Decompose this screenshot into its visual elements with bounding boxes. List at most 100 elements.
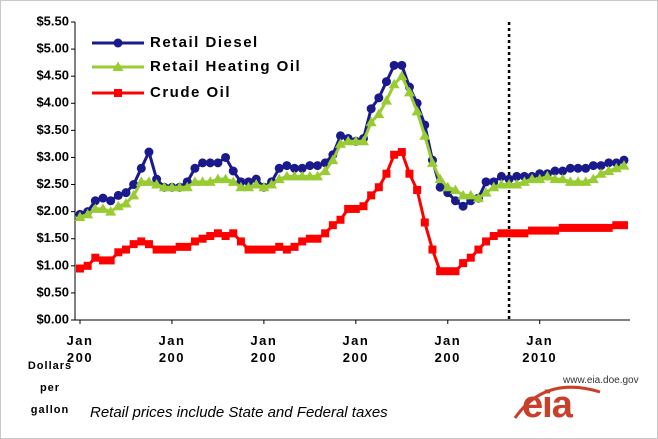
point	[290, 163, 300, 173]
y-tick-label: $0.00	[36, 311, 69, 326]
point	[573, 163, 583, 173]
x-tick-label: Jan 200	[66, 333, 94, 365]
point	[443, 267, 452, 276]
point	[313, 234, 322, 243]
y-tick-label: $1.50	[36, 230, 69, 245]
point	[204, 176, 216, 186]
point	[121, 188, 131, 198]
point	[212, 173, 224, 184]
point	[144, 147, 154, 157]
point	[550, 166, 560, 176]
point	[566, 223, 575, 232]
point	[83, 261, 92, 270]
point	[312, 170, 324, 181]
point	[389, 60, 399, 70]
point	[373, 108, 385, 119]
point	[89, 203, 101, 213]
point	[174, 181, 186, 192]
point	[136, 163, 146, 173]
y-tick-label: $2.50	[36, 176, 69, 191]
point	[98, 193, 108, 203]
point	[511, 179, 523, 189]
point	[320, 158, 330, 168]
point	[481, 177, 491, 187]
point	[106, 196, 116, 206]
point	[275, 242, 284, 251]
point	[74, 211, 86, 222]
point	[572, 176, 584, 186]
x-tick-label: Jan 200	[342, 333, 370, 365]
point	[474, 245, 483, 254]
point	[282, 245, 291, 254]
legend-marker	[112, 61, 124, 71]
legend-marker	[114, 89, 122, 97]
y-tick-label: $5.50	[36, 13, 69, 28]
point	[113, 190, 123, 200]
point	[610, 162, 622, 173]
y-tick-label: $0.50	[36, 284, 69, 299]
point	[390, 150, 399, 159]
point	[235, 181, 247, 192]
point	[274, 163, 284, 173]
point	[297, 163, 307, 173]
point	[480, 187, 492, 197]
point	[581, 163, 591, 173]
point	[581, 223, 590, 232]
point	[496, 171, 506, 181]
point	[327, 154, 339, 165]
point	[397, 60, 407, 70]
point	[488, 181, 500, 192]
point	[120, 198, 132, 208]
point	[105, 206, 117, 216]
point	[190, 163, 200, 173]
point	[543, 226, 552, 235]
point	[503, 179, 515, 189]
point	[366, 104, 376, 114]
y-tick-label: $4.00	[36, 95, 69, 110]
point	[221, 152, 231, 162]
point	[396, 70, 408, 81]
point	[336, 131, 346, 141]
x-tick-label: Jan 200	[158, 333, 186, 365]
point	[243, 181, 255, 192]
point	[166, 181, 178, 192]
point	[413, 185, 422, 194]
point	[534, 173, 546, 184]
point	[587, 173, 599, 184]
point	[357, 135, 369, 146]
point	[290, 242, 299, 251]
x-tick-label: Jan 2010	[522, 333, 558, 365]
point	[436, 267, 445, 276]
point	[428, 245, 437, 254]
point	[128, 189, 140, 200]
point	[198, 158, 208, 168]
point	[558, 223, 567, 232]
point	[91, 253, 100, 262]
point	[359, 202, 368, 211]
point	[564, 176, 576, 186]
point	[597, 223, 606, 232]
point	[495, 179, 507, 189]
point	[381, 77, 391, 87]
point	[457, 189, 469, 200]
point	[518, 176, 530, 186]
point	[266, 179, 278, 189]
point	[351, 204, 360, 213]
point	[298, 237, 307, 246]
point	[259, 245, 268, 254]
point	[450, 196, 460, 206]
point	[549, 173, 561, 184]
point	[121, 245, 130, 254]
point	[458, 201, 468, 211]
legend-label: Retail Diesel	[150, 34, 259, 51]
point	[489, 232, 498, 241]
point	[129, 240, 138, 249]
point	[319, 165, 331, 175]
point	[426, 157, 438, 167]
point	[213, 158, 223, 168]
point	[342, 135, 354, 146]
point	[397, 148, 406, 157]
point	[97, 203, 109, 213]
